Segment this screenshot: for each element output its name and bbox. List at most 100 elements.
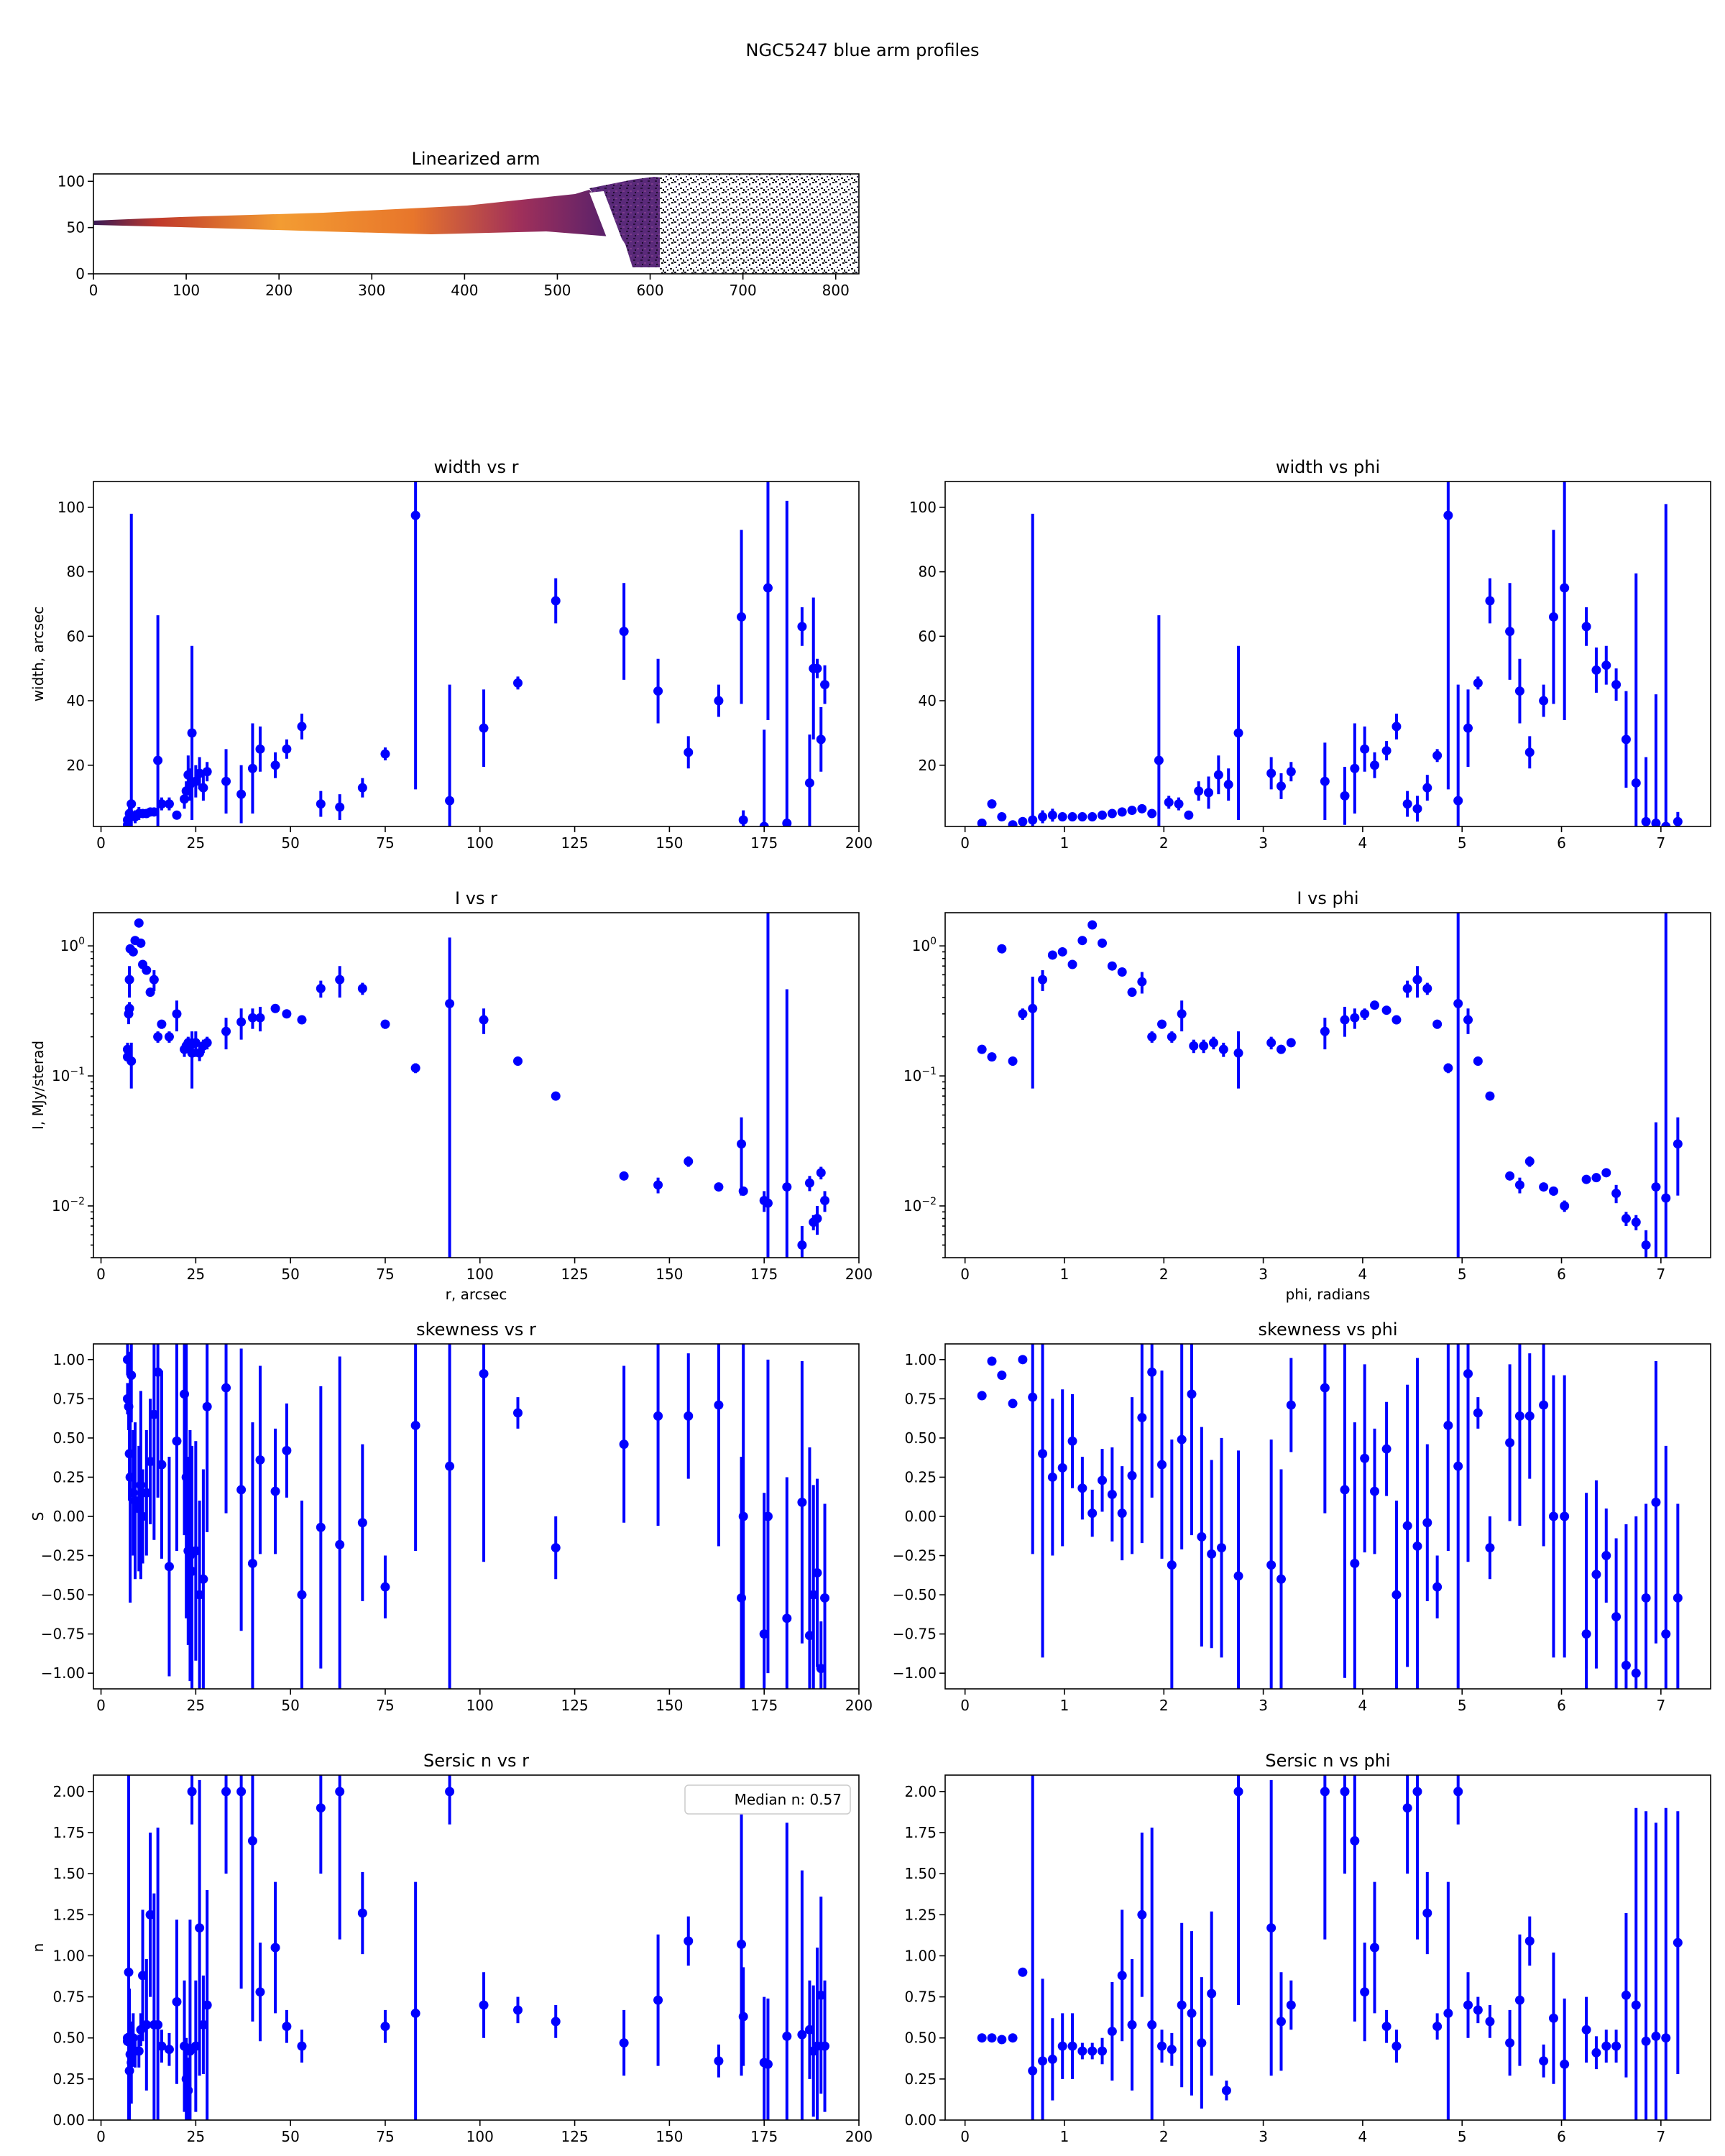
data-point <box>195 768 205 778</box>
data-point <box>1038 1449 1048 1459</box>
data-point <box>1631 1217 1641 1227</box>
data-point <box>335 975 345 985</box>
chart-title: I vs r <box>455 888 497 908</box>
data-point <box>1402 1803 1412 1813</box>
data-point <box>1631 2000 1641 2010</box>
chart-title: I vs phi <box>1297 888 1358 908</box>
y-tick-label: 0.50 <box>52 2030 85 2047</box>
x-tick-label: 50 <box>281 1266 299 1283</box>
data-point <box>1485 596 1495 606</box>
data-point <box>763 583 773 593</box>
data-point <box>1087 2046 1098 2056</box>
y-tick-label: 80 <box>67 563 85 581</box>
data-point <box>255 1987 265 1997</box>
data-point <box>714 2056 724 2066</box>
y-tick-label: 100 <box>58 172 85 190</box>
data-point <box>1008 1056 1018 1066</box>
y-tick-label: 1.25 <box>904 1906 937 1923</box>
y-tick-label: 10−1 <box>52 1066 85 1084</box>
data-point <box>820 2041 830 2051</box>
data-point <box>1340 1485 1350 1495</box>
data-point <box>297 2041 307 2051</box>
x-tick-label: 6 <box>1557 1266 1566 1283</box>
chart-sersic-n-vs-r: Sersic n vs r0 25 50 75 100 125 150 175 2000.000… <box>29 1751 873 2145</box>
data-point <box>1266 1923 1276 1933</box>
x-tick-label: 125 <box>561 834 588 852</box>
data-point <box>551 596 561 606</box>
x-tick-label: 0 <box>960 1266 970 1283</box>
x-tick-label: 4 <box>1358 834 1368 852</box>
data-point <box>1473 1408 1483 1418</box>
data-point <box>1147 1367 1157 1377</box>
y-axis: 10−2 10−1 100 <box>52 936 93 1258</box>
data-point <box>1047 2054 1057 2064</box>
data-point <box>782 819 792 826</box>
data-point <box>1207 1549 1217 1559</box>
y-axis: 0.00 0.25 0.50 0.75 1.00 1.25 1.50 1.75 2.00 <box>904 1783 945 2129</box>
data-point <box>782 1613 792 1623</box>
data-point <box>157 2041 167 2051</box>
data-point <box>1008 2033 1018 2043</box>
data-point <box>190 1546 201 1556</box>
data-point <box>1187 2008 1197 2018</box>
x-tick-label: 600 <box>636 282 663 299</box>
data-point <box>1067 1436 1077 1446</box>
data-point <box>1402 1521 1412 1531</box>
x-tick-label: 3 <box>1259 1697 1268 1714</box>
data-point <box>297 722 307 732</box>
chart-title: width vs phi <box>1276 457 1380 477</box>
data-point <box>1591 2047 1601 2058</box>
data-point <box>153 755 163 765</box>
data-point <box>1204 788 1214 798</box>
data-point <box>236 789 247 799</box>
data-point <box>759 1629 769 1639</box>
x-tick-label: 2 <box>1159 834 1169 852</box>
data-point <box>684 1936 694 1946</box>
x-tick-label: 175 <box>750 834 778 852</box>
data-point <box>1077 936 1087 946</box>
data-point <box>1673 1139 1683 1149</box>
data-point <box>1213 770 1223 780</box>
data-point <box>1601 660 1611 671</box>
x-tick-label: 7 <box>1656 1697 1665 1714</box>
x-tick-label: 0 <box>960 834 970 852</box>
data-point <box>1601 2041 1611 2051</box>
data-point <box>1661 1629 1671 1639</box>
data-point <box>997 944 1007 954</box>
data-point <box>512 2005 523 2015</box>
x-tick-label: 3 <box>1259 834 1268 852</box>
x-tick-label: 7 <box>1656 834 1665 852</box>
data-point <box>1189 1041 1199 1051</box>
data-point <box>202 2000 212 2010</box>
data-point <box>1047 810 1057 820</box>
data-point <box>1621 1214 1631 1224</box>
data-point <box>136 938 146 948</box>
x-tick-label: 6 <box>1557 834 1566 852</box>
data-point <box>1560 1201 1570 1211</box>
data-point <box>316 1803 326 1813</box>
data-point <box>797 1497 807 1507</box>
data-point <box>1028 815 1038 825</box>
data-point <box>1028 2065 1038 2076</box>
data-point <box>1514 1411 1524 1421</box>
y-tick-label: 100 <box>60 936 85 954</box>
data-point <box>1453 1461 1463 1471</box>
data-point <box>142 1488 152 1498</box>
data-point <box>410 510 420 520</box>
y-axis: 20 40 60 80 100 <box>58 499 93 774</box>
data-point <box>1157 1019 1167 1029</box>
image-axes-frame <box>93 173 860 275</box>
data-point <box>1422 783 1432 793</box>
data-point <box>512 678 523 688</box>
data-point <box>153 2019 163 2030</box>
y-tick-label: −0.75 <box>893 1626 937 1643</box>
legend: Median n: 0.57 <box>684 1784 851 1815</box>
y-axis-label: width, arcsec <box>29 607 47 702</box>
data-point <box>809 1590 819 1600</box>
data-point <box>1164 797 1174 807</box>
data-point <box>804 1631 814 1641</box>
x-axis-label: phi, radians <box>1286 1286 1371 1303</box>
data-point <box>1038 975 1048 985</box>
data-point <box>1174 799 1184 809</box>
data-point <box>804 778 814 788</box>
